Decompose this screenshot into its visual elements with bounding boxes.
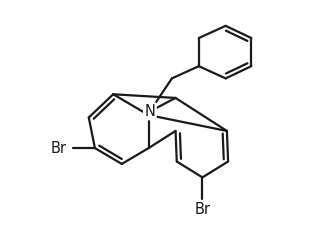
Text: N: N bbox=[144, 104, 155, 119]
Text: Br: Br bbox=[50, 141, 66, 156]
Text: Br: Br bbox=[194, 202, 211, 217]
